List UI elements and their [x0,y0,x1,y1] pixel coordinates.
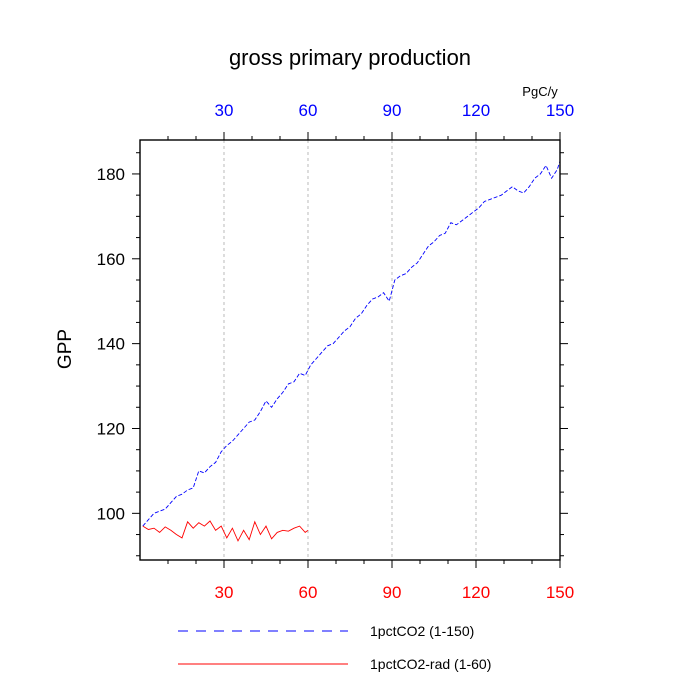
y-axis-label: GPP [55,329,76,369]
units-label: PgC/y [522,84,558,99]
x-tick-label-bottom: 60 [299,583,318,602]
y-tick-label: 180 [97,165,125,184]
axis-ticks [132,132,568,568]
grid-lines [223,140,477,560]
legend: 1pctCO2 (1-150) 1pctCO2-rad (1-60) [178,623,491,672]
y-tick-label: 120 [97,419,125,438]
x-tick-label-bottom: 150 [546,583,574,602]
x-axis-bottom-labels: 30 60 90 120 150 [215,583,575,602]
x-tick-label-bottom: 120 [462,583,490,602]
series-layer [142,161,561,542]
x-tick-label-top: 120 [462,101,490,120]
y-tick-label: 160 [97,250,125,269]
x-tick-label-bottom: 30 [215,583,234,602]
x-tick-label-top: 30 [215,101,234,120]
legend-label-1: 1pctCO2 (1-150) [370,623,474,639]
y-axis-labels: 100 120 140 160 180 [97,165,125,523]
y-tick-label: 140 [97,335,125,354]
legend-label-2: 1pctCO2-rad (1-60) [370,656,491,672]
x-tick-label-top: 150 [546,101,574,120]
x-axis-top-labels: 30 60 90 120 150 [215,101,575,120]
series-line-1 [142,161,561,527]
x-tick-label-top: 90 [383,101,402,120]
y-tick-label: 100 [97,504,125,523]
series-line-2 [142,520,309,542]
plot-frame [139,139,561,561]
x-tick-label-top: 60 [299,101,318,120]
chart-title: gross primary production [229,45,471,70]
x-tick-label-bottom: 90 [383,583,402,602]
